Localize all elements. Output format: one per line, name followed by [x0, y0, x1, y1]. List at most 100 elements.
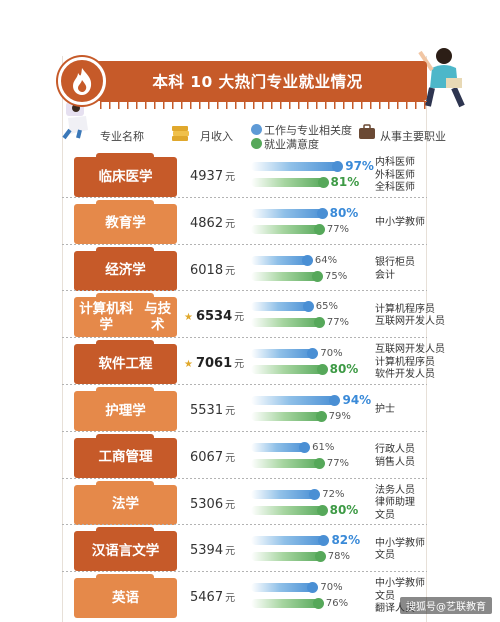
- major-label-line: 护理学: [105, 402, 146, 419]
- relevance-bar-end: [329, 395, 341, 406]
- job-item: 计算机程序员: [375, 356, 435, 368]
- major-tab: [96, 387, 154, 394]
- satisfaction-bar: [251, 458, 322, 468]
- income-value: ★ 7061 元: [184, 355, 254, 375]
- job-item: 计算机程序员: [375, 303, 435, 315]
- row-divider: [62, 196, 427, 198]
- row-divider: [62, 337, 427, 339]
- income-number: 5467: [190, 590, 224, 606]
- job-item: 销售人员: [375, 456, 415, 468]
- satisfaction-bar: [251, 271, 320, 281]
- major-label-line: 教育学: [105, 215, 146, 232]
- major-tab: [96, 527, 154, 535]
- header-income: 月收入: [200, 130, 233, 143]
- major-label: 教育学: [74, 203, 177, 244]
- income-unit: 元: [225, 593, 236, 605]
- income-value: 6018 元: [190, 262, 260, 282]
- job-list: 计算机程序员 互联网开发人员: [375, 304, 445, 329]
- satisfaction-value: 77%: [326, 457, 350, 469]
- income-unit: 元: [225, 452, 236, 464]
- major-tab: [96, 480, 154, 488]
- job-item: 全科医师: [375, 182, 415, 194]
- job-item: 文员: [375, 550, 395, 562]
- page-title: 本科 10 大热门专业就业情况: [152, 73, 363, 91]
- row-divider: [62, 477, 427, 479]
- job-item: 律师助理: [375, 497, 415, 509]
- relevance-value: 72%: [322, 488, 345, 500]
- relevance-value: 64%: [314, 254, 338, 266]
- header-relevance: 工作与专业相关度: [264, 124, 352, 137]
- income-unit: 元: [234, 312, 245, 324]
- satisfaction-bar: [251, 365, 325, 375]
- relevance-bar: [251, 349, 316, 359]
- relevance-value: 70%: [320, 348, 343, 360]
- major-label-line: 汉语言文学: [91, 542, 160, 559]
- relevance-bar-end: [301, 254, 313, 266]
- legend-dot-satisfaction: [251, 138, 262, 149]
- major-label: 汉语言文学: [74, 531, 177, 572]
- income-number: 5394: [190, 543, 224, 559]
- job-item: 文员: [375, 590, 395, 602]
- major-label: 英语: [74, 578, 177, 619]
- major-label-line: 软件工程: [98, 355, 153, 372]
- relevance-bar: [251, 489, 318, 499]
- relevance-bar-end: [299, 441, 311, 453]
- job-item: 中小学教师: [375, 216, 425, 228]
- job-item: 法务人员: [375, 484, 415, 496]
- relevance-bar: [251, 583, 316, 593]
- header-satisfaction: 就业满意度: [264, 138, 319, 151]
- satisfaction-bar: [251, 505, 325, 515]
- major-tab: [96, 293, 154, 301]
- relevance-bar-end: [332, 161, 344, 172]
- satisfaction-value: 81%: [330, 175, 360, 189]
- satisfaction-bar-end: [313, 223, 325, 235]
- relevance-bar: [251, 442, 308, 452]
- major-tab: [96, 246, 154, 254]
- watermark: 搜狐号@艺联教育: [400, 597, 492, 614]
- major-tab: [96, 433, 154, 441]
- income-unit: 元: [225, 172, 236, 183]
- income-value: 5394 元: [190, 542, 260, 562]
- major-label-line: 工商管理: [98, 449, 153, 466]
- satisfaction-value: 79%: [328, 411, 351, 422]
- satisfaction-bar: [251, 412, 324, 421]
- major-tab: [96, 340, 154, 348]
- relevance-bar-end: [307, 348, 319, 360]
- satisfaction-value: 77%: [326, 317, 350, 329]
- satisfaction-value: 77%: [326, 223, 350, 235]
- satisfaction-bar-end: [316, 504, 328, 516]
- income-number: 7061: [195, 356, 233, 372]
- satisfaction-value: 78%: [327, 551, 350, 563]
- job-item: 行政人员: [375, 444, 415, 456]
- job-item: 文员: [375, 509, 395, 521]
- star-icon: ★: [184, 359, 193, 371]
- job-item: 互联网开发人员: [375, 344, 445, 356]
- income-number: 4862: [190, 215, 224, 231]
- satisfaction-bar: [251, 599, 321, 609]
- satisfaction-bar-end: [317, 177, 329, 188]
- job-item: 中小学教师: [375, 537, 425, 549]
- relevance-bar-end: [309, 488, 321, 500]
- major-label: 法学: [74, 484, 177, 525]
- income-value: 5306 元: [190, 496, 260, 516]
- satisfaction-bar-end: [312, 598, 324, 610]
- satisfaction-bar: [251, 224, 322, 234]
- relevance-bar-end: [316, 207, 328, 219]
- star-icon: ★: [184, 312, 193, 324]
- income-unit: 元: [225, 406, 236, 417]
- job-list: 中小学教师: [375, 217, 425, 230]
- relevance-value: 70%: [320, 582, 343, 594]
- relevance-bar: [251, 162, 341, 171]
- row-divider: [62, 290, 427, 292]
- job-item: 外科医师: [375, 169, 415, 181]
- job-list: 中小学教师 文员: [375, 538, 425, 563]
- satisfaction-bar-end: [315, 411, 327, 422]
- relevance-bar: [251, 208, 325, 218]
- income-unit: 元: [225, 218, 236, 230]
- major-label: 临床医学: [74, 157, 177, 197]
- job-item: 中小学教师: [375, 578, 425, 590]
- major-label: 软件工程: [74, 344, 177, 385]
- major-label: 计算机科学 与技术: [74, 297, 177, 338]
- job-item: 互联网开发人员: [375, 316, 445, 328]
- satisfaction-bar-end: [314, 551, 326, 563]
